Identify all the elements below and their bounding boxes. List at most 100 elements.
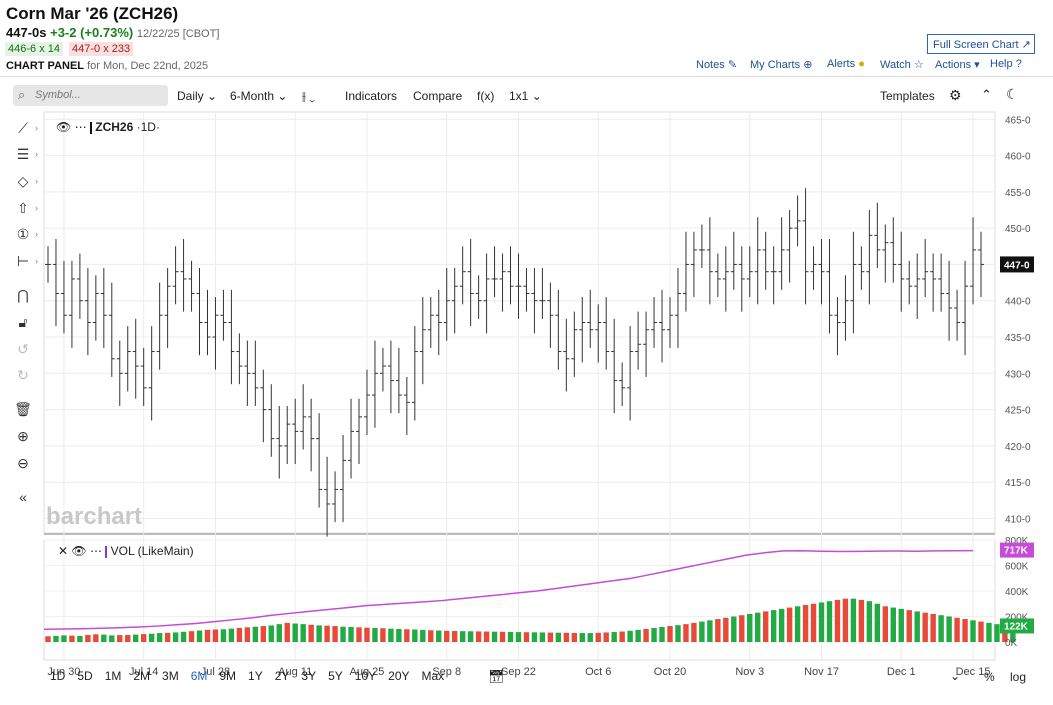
volume-bar xyxy=(172,632,179,642)
volume-bar xyxy=(770,610,777,642)
layout-select[interactable]: 1x1 ⌄ xyxy=(509,89,542,103)
eye-icon[interactable]: 👁︎ xyxy=(71,544,87,558)
undo-icon[interactable]: ↺ xyxy=(17,341,29,357)
range-button-1y[interactable]: 1Y xyxy=(248,669,263,683)
compare-button[interactable]: Compare xyxy=(413,89,463,103)
close-icon[interactable]: ✕ xyxy=(58,544,69,558)
double-chevron-down-icon[interactable]: ⌄ xyxy=(950,669,961,683)
series-swatch xyxy=(105,545,108,558)
volume-bar xyxy=(683,624,689,642)
volume-bar xyxy=(914,611,920,642)
range-button-1d[interactable]: 1D xyxy=(50,669,66,683)
chevron-right-icon[interactable]: › xyxy=(35,229,38,239)
volume-bar xyxy=(292,623,298,642)
time-tick-label: Aug 25 xyxy=(350,666,385,678)
series-swatch xyxy=(89,121,92,134)
range-button-20y[interactable]: 20Y xyxy=(388,669,410,683)
range-button-2m[interactable]: 2M xyxy=(133,669,151,683)
volume-bar xyxy=(962,619,968,642)
alerts-label: Alerts xyxy=(827,58,856,70)
range-button-1m[interactable]: 1M xyxy=(104,669,122,683)
search-placeholder: Symbol... xyxy=(35,89,81,101)
line-tool-icon[interactable]: ⟋ xyxy=(18,120,28,136)
indicators-button[interactable]: Indicators xyxy=(345,89,398,103)
alert-icon: ● xyxy=(858,58,865,70)
magnet-icon[interactable]: ⋂ xyxy=(17,287,29,303)
volume-bar xyxy=(420,629,426,642)
lock-icon[interactable]: 🔓︎ xyxy=(18,314,28,330)
volume-bar xyxy=(412,629,418,642)
range-button-9m[interactable]: 9M xyxy=(219,669,237,683)
arrow-tool-icon[interactable]: ⇧ xyxy=(17,200,29,216)
full-screen-chart-button[interactable]: Full Screen Chart ↗ xyxy=(927,34,1035,54)
chevron-right-icon[interactable]: › xyxy=(35,256,38,266)
volume-bar xyxy=(244,627,251,642)
collapse-icon[interactable]: ⌃ xyxy=(981,87,992,102)
zoom-out-icon[interactable]: ⊖ xyxy=(17,455,29,471)
last-price-label: 447-0 xyxy=(1004,260,1030,271)
help-icon: ? xyxy=(1015,58,1022,70)
my-charts-label: My Charts xyxy=(750,59,801,71)
range-button-3y[interactable]: 3Y xyxy=(301,669,317,683)
volume-bar xyxy=(874,603,881,642)
volume-tick-label: 200K xyxy=(1005,613,1029,624)
chevron-right-icon[interactable]: › xyxy=(35,123,38,133)
help-link[interactable]: Help ? xyxy=(990,58,1022,70)
redo-icon[interactable]: ↻ xyxy=(17,367,29,383)
symbol-search[interactable]: ⌕ Symbol... xyxy=(13,85,168,106)
volume-bar xyxy=(212,629,219,642)
fib-tool-icon[interactable]: ☰ xyxy=(16,146,30,162)
interval-select[interactable]: Daily ⌄ xyxy=(177,89,217,103)
chevron-right-icon[interactable]: › xyxy=(35,203,38,213)
chevron-right-icon[interactable]: › xyxy=(35,149,38,159)
range-button-5y[interactable]: 5Y xyxy=(328,669,343,683)
period-label: 6-Month xyxy=(230,89,275,103)
volume-bar xyxy=(451,631,458,642)
range-button-5d[interactable]: 5D xyxy=(77,669,93,683)
more-icon[interactable]: ⋯ xyxy=(89,544,102,558)
log-toggle[interactable]: log xyxy=(1010,670,1027,684)
volume-bar xyxy=(786,607,793,642)
my-charts-link[interactable]: My Charts ⊕ xyxy=(750,58,812,71)
annotation-tool-icon[interactable]: ① xyxy=(16,226,30,242)
notes-link[interactable]: Notes ✎ xyxy=(696,58,737,71)
watch-link[interactable]: Watch ☆ xyxy=(880,58,924,71)
volume-bar xyxy=(507,631,514,642)
percent-toggle[interactable]: % xyxy=(984,670,995,684)
period-select[interactable]: 6-Month ⌄ xyxy=(230,89,287,103)
volume-legend: ✕ 👁︎ ⋯ VOL (LikeMain) xyxy=(58,544,194,558)
measure-tool-icon[interactable]: ⊢ xyxy=(16,253,30,269)
range-button-2y[interactable]: 2Y xyxy=(274,669,290,683)
range-button-10y[interactable]: 10Y xyxy=(354,669,377,683)
zoom-in-icon[interactable]: ⊕ xyxy=(17,428,29,444)
alerts-link[interactable]: Alerts ● xyxy=(827,58,865,70)
collapse-sidebar-icon[interactable]: « xyxy=(19,489,27,505)
calendar-icon[interactable]: 📅︎ xyxy=(488,669,505,684)
bar-type-select[interactable]: ⫲ ⌄ xyxy=(302,89,315,104)
volume-bar xyxy=(93,634,99,642)
actions-menu[interactable]: Actions ▾ xyxy=(935,58,980,71)
gear-icon[interactable]: ⚙ xyxy=(949,87,962,103)
volume-bar xyxy=(651,627,657,642)
range-button-3m[interactable]: 3M xyxy=(162,669,179,683)
volume-bar xyxy=(818,602,825,642)
full-screen-label: Full Screen Chart xyxy=(933,39,1019,51)
price-change: +3-2 (+0.73%) xyxy=(50,25,134,40)
chevron-right-icon[interactable]: › xyxy=(35,176,38,186)
price-tick-label: 465-0 xyxy=(1005,115,1031,126)
dark-mode-icon[interactable]: ☾ xyxy=(1006,86,1019,102)
trash-icon[interactable]: 🗑︎ xyxy=(14,401,32,417)
time-tick-label: Dec 15 xyxy=(956,666,991,678)
more-icon[interactable]: ⋯ xyxy=(74,120,87,134)
templates-button[interactable]: Templates xyxy=(880,89,935,103)
range-button-max[interactable]: Max xyxy=(421,669,445,683)
fx-button[interactable]: f(x) xyxy=(477,89,495,103)
volume-marker xyxy=(1000,618,1034,634)
volume-bar xyxy=(922,612,928,642)
range-button-6m[interactable]: 6M xyxy=(190,669,208,683)
eye-icon[interactable]: 👁︎ xyxy=(56,120,72,134)
shape-tool-icon[interactable]: ◇ xyxy=(17,173,29,189)
volume-bar xyxy=(276,624,282,642)
last-price: 447-0s xyxy=(6,25,47,40)
watermark: barchart xyxy=(46,503,143,530)
